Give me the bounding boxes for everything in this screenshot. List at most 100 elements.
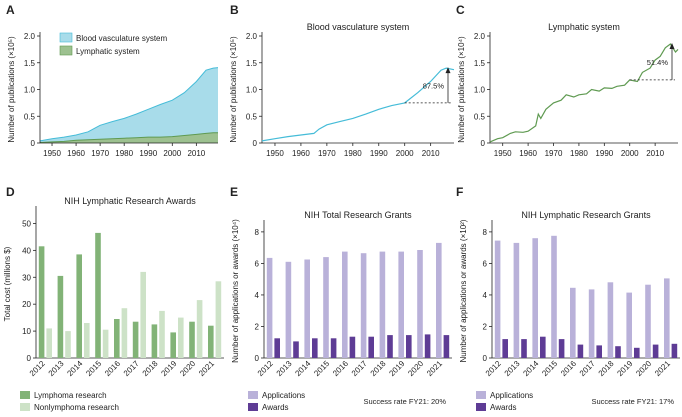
y-tick-label-F: 6 <box>483 259 488 268</box>
bar-F-awards <box>540 336 546 358</box>
bar-F-applications <box>626 292 632 358</box>
bar-D-lymphoma-research <box>76 254 82 358</box>
x-tick-label-C: 1990 <box>595 149 613 158</box>
y-axis-label-D: Total cost (millions $) <box>3 246 12 321</box>
panel-letter-C: C <box>456 3 465 17</box>
panel-title-E: NIH Total Research Grants <box>304 210 412 220</box>
x-tick-label-F: 2021 <box>653 359 672 378</box>
y-tick-label-F: 8 <box>483 228 488 237</box>
panel-letter-D: D <box>6 185 15 199</box>
x-tick-label-C: 1950 <box>494 149 512 158</box>
bar-E-applications <box>285 261 292 358</box>
x-tick-label-E: 2019 <box>387 359 406 378</box>
y-axis-label-C: Number of publications (×10⁴) <box>457 36 466 143</box>
y-tick-label-B: 1.5 <box>246 59 258 68</box>
bar-F-awards <box>615 346 621 358</box>
bar-E-applications <box>360 253 367 358</box>
bar-D-lymphoma-research <box>95 232 101 358</box>
bar-F-awards <box>558 339 565 358</box>
y-tick-label-C: 0.5 <box>474 112 486 121</box>
panel-letter-B: B <box>230 3 239 17</box>
growth-label-C: 51.4% <box>647 58 669 67</box>
x-tick-label-C: 1980 <box>570 149 588 158</box>
legend-label-A: Blood vasculature system <box>76 34 167 43</box>
x-tick-label-D: 2014 <box>65 359 84 378</box>
panel-title-F: NIH Lymphatic Research Grants <box>521 210 651 220</box>
y-tick-label-D: 30 <box>22 273 31 282</box>
bar-F-applications <box>664 278 670 358</box>
bar-E-awards <box>293 341 299 358</box>
y-tick-label-A: 1.0 <box>24 86 36 95</box>
bar-D-nonlymphoma-research <box>178 317 184 358</box>
bar-F-awards <box>577 344 584 358</box>
x-tick-label-E: 2013 <box>275 359 294 378</box>
y-tick-label-C: 1.5 <box>474 59 486 68</box>
area-series-blood <box>40 67 218 143</box>
panel-letter-F: F <box>456 185 463 199</box>
y-tick-label-A: 1.5 <box>24 59 36 68</box>
y-tick-label-A: 0.5 <box>24 112 36 121</box>
x-tick-label-D: 2020 <box>178 359 197 378</box>
bar-F-awards <box>596 345 602 358</box>
x-tick-label-A: 1970 <box>91 149 109 158</box>
bar-F-awards <box>502 339 508 358</box>
x-tick-label-F: 2020 <box>634 359 653 378</box>
y-tick-label-C: 2.0 <box>474 32 486 41</box>
y-axis-label-A: Number of publications (×10⁵) <box>7 36 16 143</box>
bar-E-applications <box>342 251 348 358</box>
bar-D-nonlymphoma-research <box>121 308 128 358</box>
y-tick-label-B: 1.0 <box>246 86 258 95</box>
legend-swatch-D <box>20 403 30 411</box>
legend-label-F: Awards <box>490 403 517 412</box>
y-tick-label-A: 0 <box>31 139 36 148</box>
bar-D-lymphoma-research <box>38 246 45 358</box>
legend-label-E: Applications <box>262 391 305 400</box>
y-tick-label-F: 4 <box>483 291 488 300</box>
legend-label-D: Nonlymphoma research <box>34 403 119 412</box>
x-tick-label-A: 1980 <box>115 149 133 158</box>
bar-F-awards <box>634 347 640 358</box>
bar-E-awards <box>349 336 356 358</box>
bar-F-applications <box>513 242 520 358</box>
legend-label-F: Applications <box>490 391 533 400</box>
bar-F-applications <box>551 235 557 358</box>
x-tick-label-A: 2010 <box>187 149 205 158</box>
bar-E-applications <box>436 242 442 358</box>
bar-E-applications <box>417 250 423 358</box>
legend-swatch-E <box>248 403 258 411</box>
bar-D-nonlymphoma-research <box>215 281 222 358</box>
legend-label-A: Lymphatic system <box>76 47 140 56</box>
y-tick-label-B: 0 <box>253 139 258 148</box>
y-tick-label-C: 1.0 <box>474 86 486 95</box>
x-tick-label-E: 2020 <box>406 359 425 378</box>
y-tick-label-E: 2 <box>255 322 260 331</box>
y-tick-label-F: 0 <box>483 354 488 363</box>
line-series-B <box>261 67 455 142</box>
growth-label-B: 87.5% <box>423 81 445 90</box>
bar-E-awards <box>368 336 374 358</box>
bar-D-nonlymphoma-research <box>159 310 165 358</box>
panel-title-B: Blood vasculature system <box>307 22 410 32</box>
y-tick-label-C: 0 <box>481 139 486 148</box>
legend-label-D: Lymphoma research <box>34 391 107 400</box>
legend-label-E: Awards <box>262 403 289 412</box>
bar-D-lymphoma-research <box>208 325 214 358</box>
x-tick-label-D: 2019 <box>159 359 178 378</box>
x-tick-label-D: 2017 <box>122 359 141 378</box>
legend-swatch-E <box>248 391 258 399</box>
x-tick-label-B: 1980 <box>344 149 362 158</box>
success-rate-note-E: Success rate FY21: 20% <box>363 397 446 406</box>
y-tick-label-E: 0 <box>255 354 260 363</box>
bar-D-nonlymphoma-research <box>46 328 52 358</box>
bar-E-awards <box>330 338 337 358</box>
x-tick-label-A: 1950 <box>43 149 61 158</box>
bar-F-applications <box>532 238 538 358</box>
y-axis-label-F: Number of applications or awards (×10²) <box>459 219 468 362</box>
x-tick-label-B: 1990 <box>370 149 388 158</box>
y-tick-label-D: 0 <box>27 354 32 363</box>
x-tick-label-C: 1960 <box>519 149 537 158</box>
y-axis-label-E: Number of applications or awards (×10⁴) <box>231 219 240 363</box>
success-rate-note-F: Success rate FY21: 17% <box>591 397 674 406</box>
arrowhead-B <box>445 67 451 74</box>
bar-F-awards <box>671 343 678 358</box>
